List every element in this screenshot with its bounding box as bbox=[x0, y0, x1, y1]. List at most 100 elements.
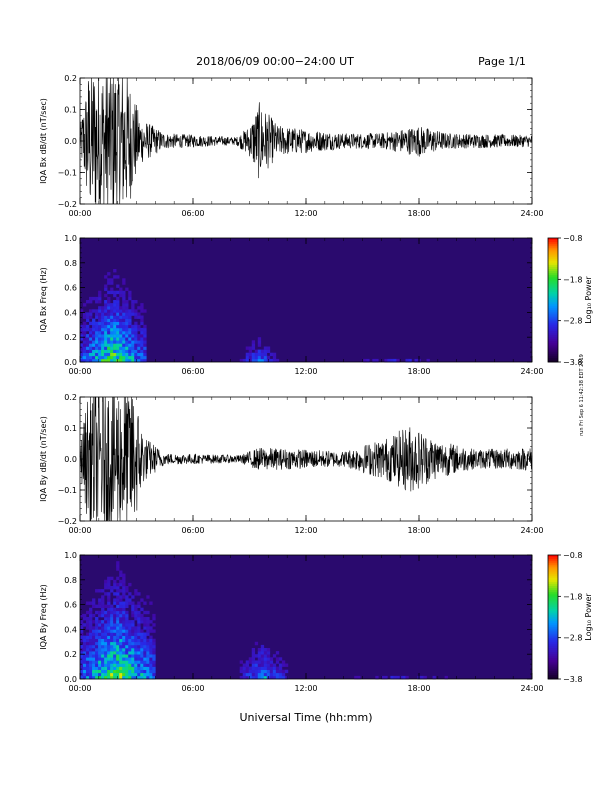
spectrogram-cell bbox=[119, 672, 123, 677]
spectrogram-cell bbox=[140, 352, 144, 357]
spectrogram-cell bbox=[107, 306, 111, 310]
spectrogram-cell bbox=[110, 303, 114, 307]
spectrogram-cell bbox=[113, 321, 117, 326]
spectrogram-cell bbox=[107, 281, 111, 285]
colorbar-swatch bbox=[548, 676, 558, 680]
spectrogram-cell bbox=[116, 589, 120, 593]
spectrogram-cell bbox=[104, 617, 108, 621]
spectrogram-cell bbox=[104, 315, 108, 319]
spectrogram-cell bbox=[101, 318, 105, 322]
spectrogram-cell bbox=[149, 660, 153, 664]
spectrogram-cell bbox=[143, 334, 147, 338]
spectrogram-cell bbox=[116, 644, 120, 649]
spectrogram-cell bbox=[110, 635, 114, 639]
spectrogram-cell bbox=[125, 654, 129, 658]
spectrogram-cell bbox=[140, 617, 144, 621]
spectrogram-cell bbox=[119, 358, 123, 363]
spectrogram-cell bbox=[254, 358, 259, 363]
spectrogram-cell bbox=[116, 669, 120, 674]
spectrogram-cell bbox=[116, 564, 120, 568]
spectrogram-cell bbox=[254, 669, 259, 674]
spectrogram-cell bbox=[134, 604, 138, 608]
spectrogram-cell bbox=[98, 318, 102, 322]
spectrogram-cell bbox=[107, 657, 111, 661]
colorbar-swatch bbox=[548, 266, 558, 270]
spectrogram-cell bbox=[125, 346, 129, 350]
spectrogram-cell bbox=[92, 321, 96, 326]
spectrogram-cell bbox=[140, 675, 144, 680]
spectrogram-cell bbox=[152, 675, 156, 680]
spectrogram-cell bbox=[149, 669, 153, 674]
spectrogram-cell bbox=[101, 312, 105, 316]
spectrogram-cell bbox=[104, 358, 108, 363]
y-tick-label: −0.1 bbox=[58, 169, 77, 178]
spectrogram-cell bbox=[366, 358, 370, 363]
spectrogram-cell bbox=[134, 309, 138, 313]
colorbar-swatch bbox=[548, 612, 558, 616]
spectrogram-cell bbox=[107, 610, 111, 615]
spectrogram-cell bbox=[143, 355, 147, 360]
colorbar: −0.8 −1.8 −2.8 −3.8 Log₁₀ Power bbox=[547, 551, 593, 684]
spectrogram-cell bbox=[104, 349, 108, 353]
spectrogram-cell bbox=[254, 641, 259, 646]
spectrogram-cell bbox=[143, 343, 147, 347]
spectrogram-cell bbox=[134, 346, 138, 350]
spectrogram-cell bbox=[107, 635, 111, 639]
x-tick-label: 00:00 bbox=[68, 209, 91, 218]
colorbar-swatch bbox=[548, 674, 558, 678]
spectrogram-cell bbox=[101, 638, 105, 643]
spectrogram-cell bbox=[80, 669, 84, 674]
spectrogram-cell bbox=[260, 675, 265, 680]
spectrogram-cell bbox=[122, 672, 126, 677]
colorbar-swatch bbox=[548, 590, 558, 593]
colorbar-swatch bbox=[548, 264, 558, 268]
spectrogram-cell bbox=[104, 579, 108, 584]
spectrogram-cell bbox=[101, 648, 105, 652]
spectrogram-cell bbox=[140, 657, 144, 661]
spectrogram-cell bbox=[125, 660, 129, 664]
spectrogram-cell bbox=[122, 644, 126, 649]
colorbar-swatch bbox=[548, 633, 558, 636]
spectrogram-cell bbox=[254, 654, 259, 658]
colorbar-swatch bbox=[548, 271, 558, 274]
spectrogram-cell bbox=[149, 620, 153, 624]
spectrogram-cell bbox=[92, 601, 96, 605]
colorbar-swatch bbox=[548, 588, 558, 591]
spectrogram-cell bbox=[80, 660, 84, 664]
spectrogram-cell bbox=[251, 657, 256, 661]
spectrogram-cell bbox=[80, 309, 84, 313]
spectrogram-cell bbox=[113, 331, 117, 335]
spectrogram-cell bbox=[83, 340, 87, 344]
colorbar-swatch bbox=[548, 639, 558, 643]
spectrogram-cell bbox=[251, 340, 256, 344]
spectrogram-cell bbox=[83, 657, 87, 661]
spectrogram-cell bbox=[137, 672, 141, 677]
spectrogram-cell bbox=[95, 327, 99, 332]
spectrogram-cell bbox=[83, 660, 87, 664]
spectrogram-cell bbox=[110, 290, 114, 295]
spectrogram-cell bbox=[86, 635, 90, 639]
spectrogram-cell bbox=[89, 635, 93, 639]
spectrogram-cell bbox=[98, 321, 102, 326]
spectrogram-cell bbox=[131, 669, 135, 674]
spectrogram-cell bbox=[140, 340, 144, 344]
spectrogram-cell bbox=[266, 349, 271, 353]
spectrogram-cell bbox=[113, 660, 117, 664]
spectrogram-cell bbox=[119, 607, 123, 612]
spectrogram-cell bbox=[83, 635, 87, 639]
spectrogram-cell bbox=[128, 626, 132, 630]
spectrogram-cell bbox=[257, 660, 262, 664]
spectrogram-cell bbox=[101, 334, 105, 338]
spectrogram-cell bbox=[125, 318, 129, 322]
spectrogram-cell bbox=[137, 337, 141, 341]
spectrogram-cell bbox=[119, 613, 123, 618]
spectrogram-cell bbox=[116, 638, 120, 643]
spectrogram-cell bbox=[107, 312, 111, 316]
spectrogram-cell bbox=[254, 666, 259, 670]
spectrogram-cell bbox=[143, 669, 147, 674]
spectrogram-cell bbox=[101, 343, 105, 347]
spectrogram-cell bbox=[119, 318, 123, 322]
spectrogram-cell bbox=[278, 657, 283, 661]
spectrogram-cell bbox=[119, 315, 123, 319]
spectrogram-cell bbox=[128, 318, 132, 322]
